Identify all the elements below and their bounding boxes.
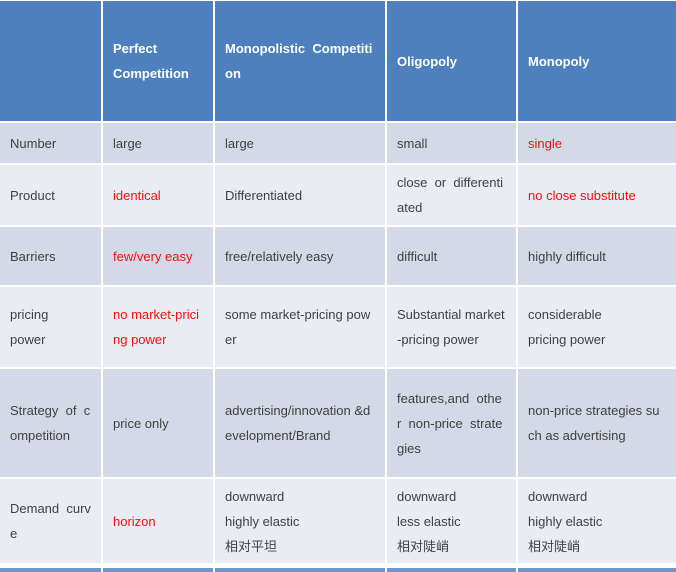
row-label-number: Number (0, 123, 101, 163)
cell-number-monopoly: single (518, 123, 676, 163)
cutoff-strip-segment (103, 568, 213, 572)
cell-barriers-oligopoly: difficult (387, 227, 516, 285)
cell-barriers-perfect: few/very easy (103, 227, 213, 285)
cell-strategy-monopoly: non-price strategies su ch as advertisin… (518, 369, 676, 477)
cell-product-perfect: identical (103, 165, 213, 225)
cutoff-next-row-strip (0, 568, 676, 572)
column-header-perfect-competition: Perfect Competition (103, 1, 213, 121)
row-label-product: Product (0, 165, 101, 225)
cutoff-strip-segment (387, 568, 516, 572)
header-corner-cell (0, 1, 101, 121)
row-label-strategy: Strategy of c ompetition (0, 369, 101, 477)
row-label-barriers: Barriers (0, 227, 101, 285)
cell-barriers-monopoly: highly difficult (518, 227, 676, 285)
cell-demand-monopoly: downward highly elastic 相对陡峭 (518, 479, 676, 563)
column-header-monopolistic-competition: Monopolistic Competiti on (215, 1, 385, 121)
cell-pricing-perfect: no market-prici ng power (103, 287, 213, 367)
cell-barriers-monopolistic: free/relatively easy (215, 227, 385, 285)
row-label-pricing-power: pricing power (0, 287, 101, 367)
cell-product-monopoly: no close substitute (518, 165, 676, 225)
cutoff-strip-segment (0, 568, 101, 572)
cell-pricing-oligopoly: Substantial market -pricing power (387, 287, 516, 367)
cell-number-perfect: large (103, 123, 213, 163)
cell-demand-monopolistic: downward highly elastic 相对平坦 (215, 479, 385, 563)
cell-pricing-monopolistic: some market-pricing pow er (215, 287, 385, 367)
cell-strategy-oligopoly: features,and othe r non-price strate gie… (387, 369, 516, 477)
cell-product-oligopoly: close or differenti ated (387, 165, 516, 225)
cutoff-strip-segment (215, 568, 385, 572)
column-header-oligopoly: Oligopoly (387, 1, 516, 121)
column-header-monopoly: Monopoly (518, 1, 676, 121)
cell-number-oligopoly: small (387, 123, 516, 163)
cell-number-monopolistic: large (215, 123, 385, 163)
cutoff-strip-segment (518, 568, 676, 572)
cell-demand-perfect: horizon (103, 479, 213, 563)
row-label-demand-curve: Demand curv e (0, 479, 101, 563)
cell-demand-oligopoly: downward less elastic 相对陡峭 (387, 479, 516, 563)
cell-strategy-perfect: price only (103, 369, 213, 477)
cell-product-monopolistic: Differentiated (215, 165, 385, 225)
cell-strategy-monopolistic: advertising/innovation &d evelopment/Bra… (215, 369, 385, 477)
cell-pricing-monopoly: considerable pricing power (518, 287, 676, 367)
